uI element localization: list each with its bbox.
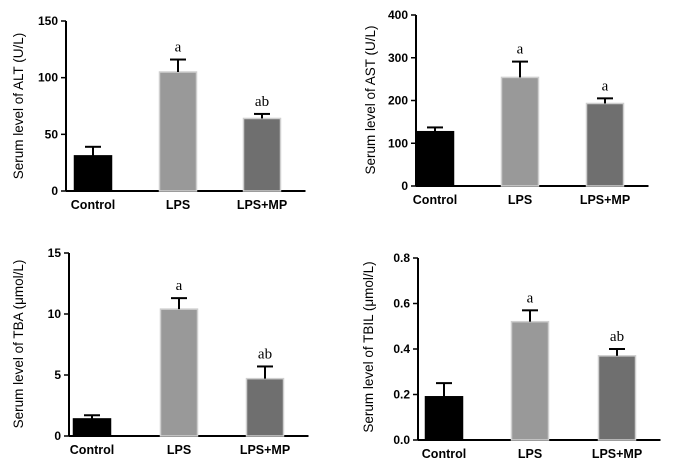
- significance-label: ab: [255, 94, 269, 110]
- significance-label: a: [527, 290, 534, 306]
- y-tick-label: 0.6: [393, 297, 410, 311]
- significance-label: ab: [610, 329, 624, 345]
- y-tick-label: 0: [51, 184, 58, 198]
- x-tick-label: LPS+MP: [237, 198, 287, 212]
- significance-label: a: [175, 40, 182, 56]
- bar-lps-mp: [242, 117, 282, 192]
- x-tick-label: Control: [413, 193, 457, 207]
- bar-control: [72, 418, 112, 437]
- significance-label: ab: [258, 346, 272, 362]
- x-tick-label: LPS: [508, 193, 532, 207]
- y-tick-label: 0.0: [393, 433, 410, 447]
- y-tick-label: 5: [54, 368, 61, 382]
- y-tick-label: 150: [38, 14, 58, 28]
- bar-control: [415, 130, 455, 187]
- y-tick-label: 10: [48, 307, 62, 321]
- x-tick-label: Control: [71, 198, 115, 212]
- panel-tba: 0 5 10 15 Serum level of TBA (μmol/L) Control…: [11, 246, 309, 457]
- y-tick-label: 100: [38, 71, 58, 85]
- panel-ast: 0 100 200 300 400 Serum level of AST (U/L) Con…: [363, 8, 649, 207]
- y-axis-title: Serum level of AST (U/L): [363, 25, 378, 174]
- bar-lps: [158, 71, 198, 192]
- significance-label: a: [176, 278, 183, 294]
- y-tick-label: 0: [54, 429, 61, 443]
- y-tick-label: 0.4: [393, 342, 410, 356]
- panel-alt: 0 50 100 150 Serum level of ALT (U/L) Control…: [11, 14, 306, 212]
- x-tick-label: Control: [422, 447, 466, 461]
- x-tick-label: LPS: [166, 198, 190, 212]
- bar-control: [73, 155, 113, 192]
- x-tick-label: LPS+MP: [592, 447, 642, 461]
- y-axis-title: Serum level of TBA (μmol/L): [11, 260, 26, 429]
- y-tick-label: 300: [388, 51, 408, 65]
- y-tick-label: 50: [45, 127, 59, 141]
- bar-lps-mp: [597, 355, 637, 441]
- bar-lps: [510, 320, 550, 441]
- y-axis-title: Serum level of TBIL (μmol/L): [361, 261, 376, 432]
- y-tick-label: 15: [48, 246, 62, 260]
- y-tick-label: 400: [388, 8, 408, 22]
- significance-label: a: [602, 78, 609, 94]
- significance-label: a: [517, 42, 524, 58]
- x-tick-label: LPS: [167, 443, 191, 457]
- x-tick-label: LPS+MP: [580, 193, 630, 207]
- bar-control: [424, 396, 464, 441]
- bar-lps: [159, 308, 199, 437]
- y-axis-title: Serum level of ALT (U/L): [11, 33, 26, 180]
- y-tick-label: 0.2: [393, 388, 410, 402]
- x-tick-label: LPS+MP: [240, 443, 290, 457]
- bar-lps-mp: [585, 102, 625, 187]
- panel-tbil: 0.0 0.2 0.4 0.6 0.8 Serum level of TBIL (μmol…: [361, 251, 661, 461]
- x-tick-label: Control: [70, 443, 114, 457]
- y-tick-label: 0: [401, 179, 408, 193]
- x-tick-label: LPS: [518, 447, 542, 461]
- bar-lps-mp: [245, 377, 285, 437]
- y-tick-label: 0.8: [393, 251, 410, 265]
- bar-lps: [500, 76, 540, 187]
- y-tick-label: 200: [388, 94, 408, 108]
- y-tick-label: 100: [388, 136, 408, 150]
